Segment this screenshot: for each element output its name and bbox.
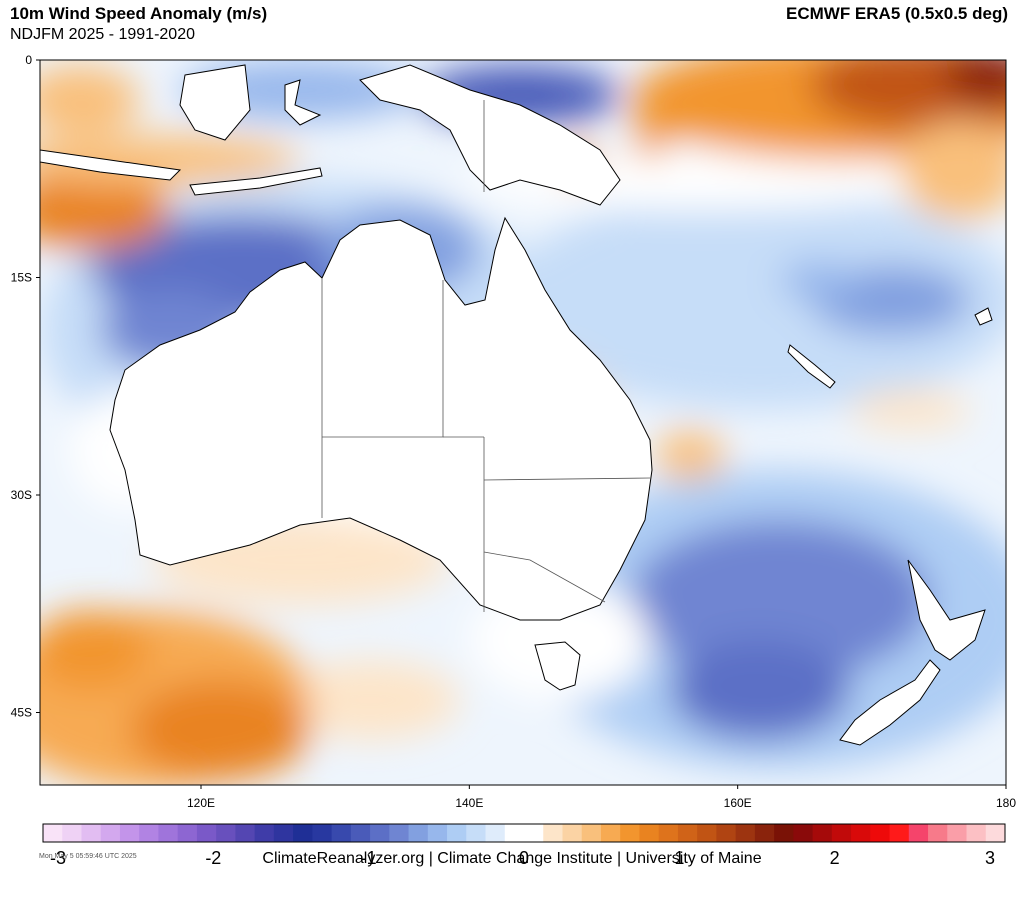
colorbar-tick-label: -3 <box>50 848 66 868</box>
colorbar-swatch <box>889 824 910 842</box>
colorbar-swatch <box>100 824 121 842</box>
new-guinea <box>359 64 621 206</box>
colorbar-swatch <box>620 824 640 842</box>
colorbar-swatch <box>158 824 179 842</box>
y-tick-label: 0 <box>25 53 32 67</box>
colorbar-swatch <box>947 824 968 842</box>
colorbar-swatch <box>466 824 487 842</box>
tasmania <box>534 641 581 691</box>
colorbar-swatch <box>966 824 987 842</box>
colorbar-swatch <box>447 824 467 842</box>
map-title: 10m Wind Speed Anomaly (m/s) <box>10 4 268 23</box>
colorbar-swatch <box>600 824 621 842</box>
colorbar-swatch <box>677 824 698 842</box>
x-tick-label: 120E <box>187 796 215 810</box>
colorbar-swatch <box>408 824 429 842</box>
colorbar-swatch <box>716 824 737 842</box>
colorbar-swatch <box>812 824 833 842</box>
y-tick-label: 15S <box>11 271 32 285</box>
colorbar-swatch <box>928 824 948 842</box>
colorbar-swatch <box>370 824 390 842</box>
new-zealand-south <box>839 659 941 746</box>
colorbar-swatch <box>543 824 563 842</box>
colorbar-swatch <box>870 824 891 842</box>
new-caledonia <box>787 344 836 389</box>
colorbar-swatch <box>293 824 313 842</box>
colorbar-tick-label: -2 <box>205 848 221 868</box>
colorbar: -3 -2 -1 0 1 2 3 <box>42 823 1006 868</box>
colorbar-swatch <box>639 824 660 842</box>
colorbar-swatch <box>119 824 140 842</box>
y-tick-label: 45S <box>11 706 32 720</box>
colorbar-swatch <box>350 824 371 842</box>
colorbar-swatch <box>793 824 814 842</box>
sulawesi <box>284 79 322 126</box>
colorbar-tick-label: 1 <box>674 848 684 868</box>
new-zealand-north <box>907 559 986 661</box>
colorbar-swatch <box>697 824 717 842</box>
colorbar-swatch <box>985 824 1006 842</box>
fiji <box>974 307 993 326</box>
colorbar-swatch <box>331 824 352 842</box>
x-tick-label: 180 <box>996 796 1016 810</box>
colorbar-swatch <box>254 824 275 842</box>
colorbar-tick-label: 2 <box>830 848 840 868</box>
credit-line: ClimateReanalyzer.org | Climate Change I… <box>262 850 762 867</box>
colorbar-swatch <box>43 824 63 842</box>
colorbar-tick-label: -1 <box>361 848 377 868</box>
colorbar-swatch <box>908 824 929 842</box>
map-subtitle: NDJFM 2025 - 1991-2020 <box>10 26 195 43</box>
colorbar-swatch <box>62 824 82 842</box>
colorbar-swatch <box>216 824 236 842</box>
x-tick-label: 140E <box>455 796 483 810</box>
colorbar-swatch <box>485 824 506 842</box>
colorbar-tick-label: 0 <box>519 848 529 868</box>
axis-ticks: 0 15S 30S 45S 120E 140E 160E 180 <box>11 53 1017 810</box>
borneo <box>179 64 251 141</box>
colorbar-swatch <box>81 824 102 842</box>
x-tick-label: 160E <box>724 796 752 810</box>
colorbar-swatch <box>524 824 544 842</box>
colorbar-swatch <box>389 824 410 842</box>
lesser-sunda-islands <box>189 167 323 196</box>
data-source: ECMWF ERA5 (0.5x0.5 deg) <box>786 4 1008 23</box>
colorbar-swatch <box>562 824 583 842</box>
colorbar-swatch <box>427 824 448 842</box>
coastlines <box>40 64 993 746</box>
colorbar-swatch <box>851 824 871 842</box>
colorbar-swatch <box>273 824 294 842</box>
colorbar-swatch <box>312 824 333 842</box>
colorbar-swatch <box>177 824 198 842</box>
colorbar-swatch <box>235 824 256 842</box>
colorbar-swatch <box>831 824 852 842</box>
map-frame <box>39 59 1007 786</box>
colorbar-swatch <box>735 824 756 842</box>
java <box>40 149 182 181</box>
colorbar-swatch <box>504 824 525 842</box>
colorbar-swatch <box>581 824 602 842</box>
state-borders <box>321 100 651 612</box>
colorbar-swatch <box>139 824 159 842</box>
colorbar-swatch <box>196 824 217 842</box>
colorbar-tick-label: 3 <box>985 848 995 868</box>
colorbar-swatch <box>754 824 775 842</box>
colorbar-frame <box>42 823 1006 843</box>
timestamp: Mon May 5 05:59:46 UTC 2025 <box>39 853 137 860</box>
colorbar-swatch <box>774 824 794 842</box>
australia-mainland <box>109 216 653 621</box>
y-tick-label: 30S <box>11 488 32 502</box>
colorbar-swatch <box>658 824 679 842</box>
